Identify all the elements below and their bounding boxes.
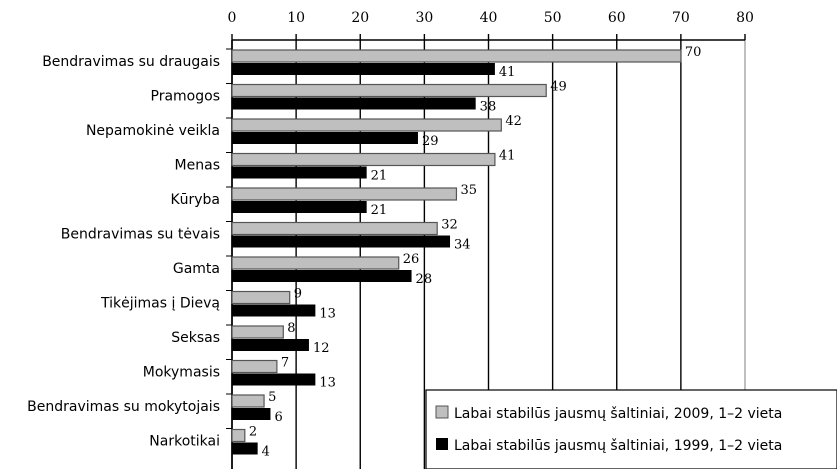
data-label-2009: 49: [550, 80, 567, 95]
data-label-1999: 13: [319, 307, 336, 322]
data-label-1999: 41: [499, 65, 516, 80]
bar-1999: [232, 270, 412, 282]
bar-2009: [231, 221, 438, 236]
bar-1999: [232, 201, 367, 213]
bar-1999: [232, 304, 316, 317]
bars: 70 41 49 38 42 29 41 21 35 21 32 34 26 28 9 13 8 12 7 13 5 6 2…: [231, 45, 702, 460]
bar-2009: [231, 359, 278, 374]
data-label-2009: 70: [685, 45, 702, 60]
bar-1999: [232, 166, 367, 179]
category-label: Nepamokinė veikla: [86, 123, 220, 139]
data-label-2009: 35: [460, 183, 477, 198]
category-label: Kūryba: [170, 192, 220, 208]
x-tick-label: 60: [608, 10, 626, 26]
x-tick-label: 40: [480, 10, 498, 26]
x-tick-label: 70: [672, 10, 690, 26]
legend-swatch: [435, 405, 449, 419]
data-label-1999: 4: [262, 445, 270, 460]
x-tick-label: 50: [544, 10, 562, 26]
bar-2009: [231, 325, 284, 339]
category-label: Bendravimas su draugais: [42, 54, 220, 70]
legend-swatch: [436, 438, 448, 450]
data-label-1999: 28: [416, 272, 433, 287]
x-tick-label: 0: [228, 10, 237, 26]
legend-box: [425, 389, 837, 469]
data-label-1999: 38: [480, 100, 497, 115]
category-label: Gamta: [173, 261, 220, 277]
bar-2009: [231, 394, 265, 408]
category-labels: Bendravimas su draugais Pramogos Nepamokin…: [27, 48, 232, 450]
legend-label: Labai stabilūs jausmų šaltiniai, 1999, 1…: [454, 438, 782, 454]
data-label-2009: 32: [441, 218, 458, 233]
x-tick-label: 80: [736, 10, 754, 26]
data-label-1999: 6: [274, 410, 282, 425]
bar-1999: [232, 235, 451, 248]
category-label: Pramogos: [151, 89, 220, 105]
x-tick-label: 20: [351, 10, 369, 26]
data-label-1999: 29: [422, 134, 439, 149]
data-label-2009: 41: [499, 149, 516, 164]
data-label-2009: 2: [249, 425, 257, 440]
bar-1999: [232, 339, 309, 351]
category-label: Bendravimas su mokytojais: [27, 399, 220, 415]
bar-1999: [232, 97, 476, 110]
bar-2009: [231, 290, 291, 305]
data-label-2009: 5: [268, 390, 276, 405]
data-label-2009: 7: [281, 356, 289, 371]
data-label-1999: 34: [454, 238, 471, 253]
bar-2009: [231, 49, 682, 63]
bar-1999: [232, 442, 258, 455]
bar-1999: [232, 373, 316, 386]
data-label-1999: 13: [319, 376, 336, 391]
data-label-1999: 21: [371, 203, 388, 218]
category-label: Mokymasis: [143, 365, 220, 381]
data-label-1999: 21: [371, 169, 388, 184]
x-tick-label: 30: [415, 10, 433, 26]
bar-1999: [232, 132, 418, 144]
bar-2009: [231, 118, 502, 132]
bar-2009: [231, 152, 496, 167]
data-label-2009: 26: [403, 252, 420, 267]
category-label: Seksas: [171, 330, 220, 346]
bar-2009: [231, 256, 400, 270]
legend-label: Labai stabilūs jausmų šaltiniai, 2009, 1…: [454, 406, 782, 422]
data-label-1999: 12: [313, 341, 330, 356]
bar-1999: [232, 408, 271, 420]
bar-2009: [231, 187, 458, 201]
category-label: Menas: [175, 158, 220, 174]
bar-2009: [231, 428, 246, 443]
category-label: Bendravimas su tėvais: [61, 227, 220, 243]
x-tick-label: 10: [287, 10, 305, 26]
data-label-2009: 8: [287, 321, 295, 336]
data-label-2009: 9: [294, 287, 302, 302]
bar-1999: [232, 63, 495, 75]
legend: Labai stabilūs jausmų šaltiniai, 2009, 1…: [425, 389, 837, 469]
bar-2009: [231, 83, 547, 98]
category-label: Tikėjimas į Dievą: [100, 296, 220, 312]
data-label-2009: 42: [505, 114, 522, 129]
category-label: Narkotikai: [149, 434, 220, 450]
